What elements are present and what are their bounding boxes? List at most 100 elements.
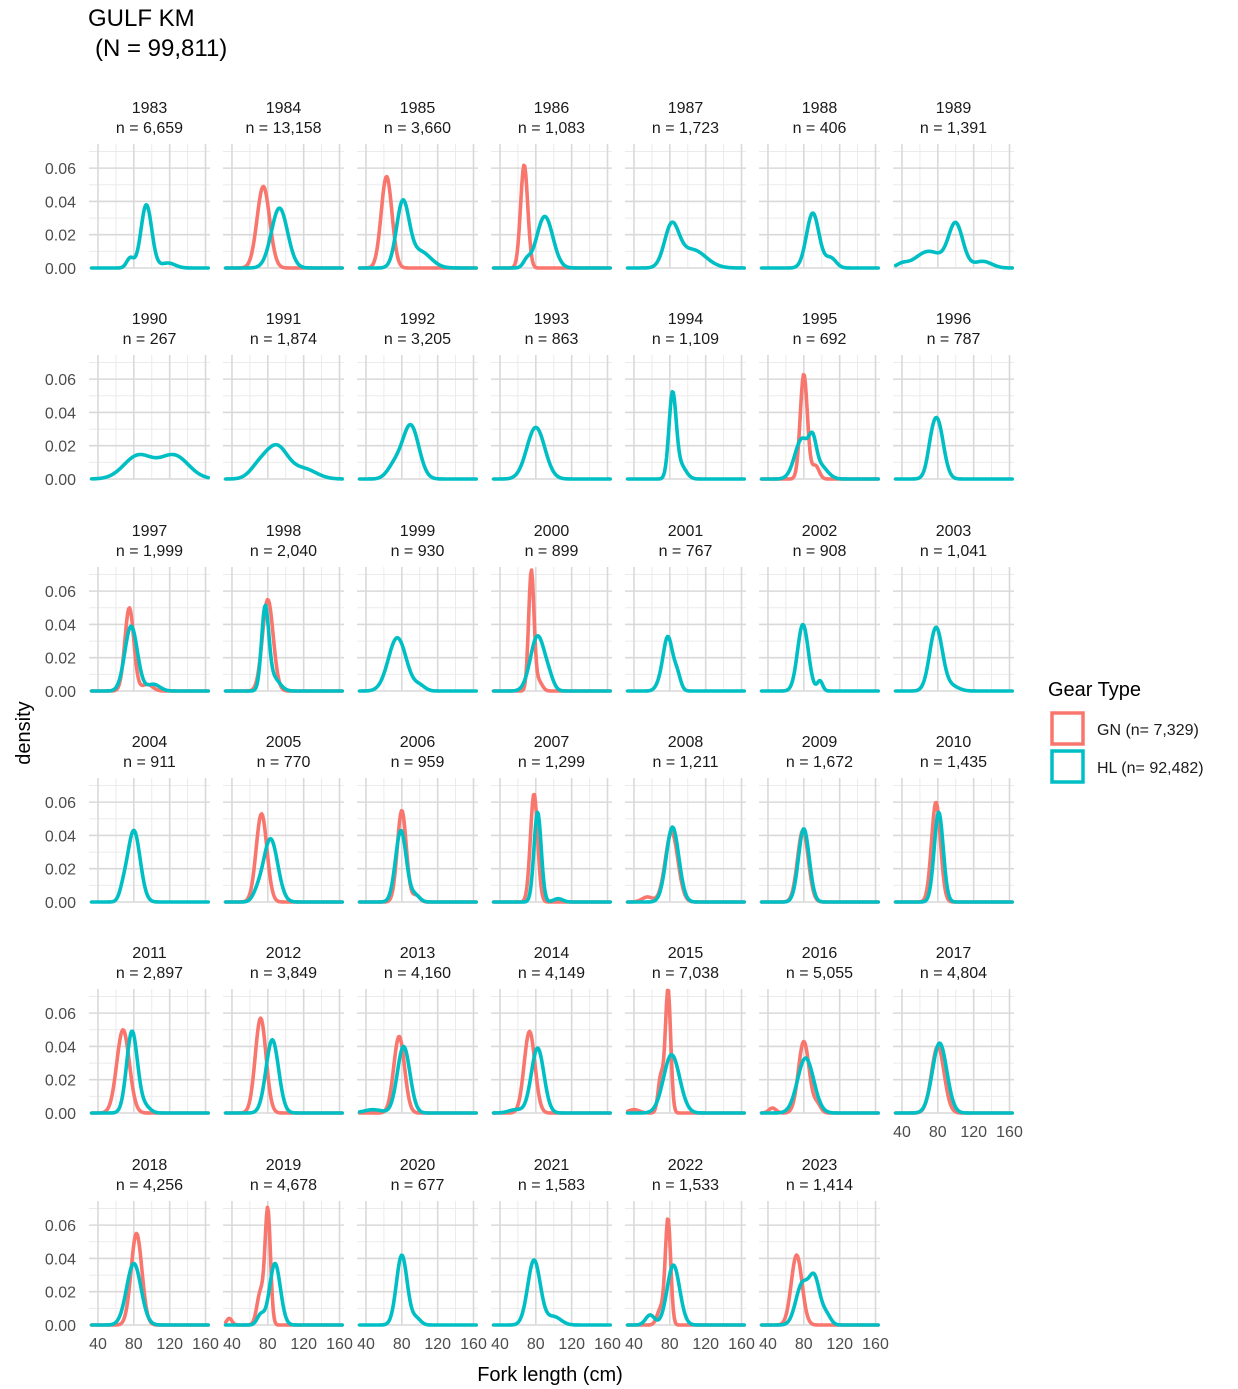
panel-grid (893, 144, 1014, 269)
panel-grid (759, 778, 880, 903)
density-line-hl-1990 (89, 452, 211, 481)
axis-labels: Fork length (cm) density (13, 701, 623, 1386)
facet-year-label: 2009 (802, 734, 838, 751)
panel-grid (223, 567, 344, 692)
facet-panel-1992: 1992 n = 3,205 (357, 311, 479, 481)
density-line-hl-2021 (491, 1258, 613, 1327)
facet-panel-2023: 2023 n = 1,414 40 80 120 160 (759, 1157, 889, 1353)
x-tick-label: 120 (692, 1336, 719, 1353)
density-line-gn-1986 (491, 163, 613, 270)
density-line-hl-2019 (223, 1261, 345, 1327)
facet-panel-1993: 1993 n = 863 (491, 311, 613, 481)
panel-grid (893, 989, 1014, 1114)
facet-year-label: 2003 (936, 523, 972, 540)
panel-grid (491, 989, 612, 1114)
y-tick-label: 0.02 (45, 1285, 76, 1302)
facet-panel-1997: 1997 n = 1,999 0.00 0.02 0.04 0.06 (45, 523, 211, 701)
facet-year-label: 2020 (400, 1157, 436, 1174)
x-tick-label: 40 (89, 1336, 107, 1353)
legend-key-hl (1050, 749, 1085, 784)
facet-n-label: n = 4,149 (518, 965, 585, 982)
density-line-hl-1994 (625, 389, 747, 481)
x-tick-label: 160 (192, 1336, 219, 1353)
facet-year-label: 1997 (132, 523, 168, 540)
panel-grid (89, 567, 210, 692)
facet-n-label: n = 677 (391, 1177, 445, 1194)
facet-n-label: n = 4,160 (384, 965, 451, 982)
facet-n-label: n = 1,874 (250, 331, 317, 348)
y-axis-title: density (13, 701, 35, 764)
density-line-hl-2018 (89, 1261, 211, 1327)
y-tick-label: 0.00 (45, 895, 76, 912)
facet-n-label: n = 692 (793, 331, 847, 348)
facet-n-label: n = 4,256 (116, 1177, 183, 1194)
facet-panel-1986: 1986 n = 1,083 (491, 100, 613, 270)
density-line-hl-1991 (223, 442, 345, 481)
facet-year-label: 2006 (400, 734, 436, 751)
density-line-gn-1984 (223, 184, 345, 270)
density-line-hl-1987 (625, 220, 747, 270)
facet-year-label: 1994 (668, 311, 704, 328)
density-line-hl-2002 (759, 622, 881, 693)
y-tick-label: 0.02 (45, 228, 76, 245)
x-tick-label: 160 (728, 1336, 755, 1353)
x-tick-label: 160 (996, 1124, 1023, 1141)
facet-year-label: 2011 (132, 945, 167, 962)
facet-year-label: 1987 (668, 100, 704, 117)
facet-year-label: 1993 (534, 311, 570, 328)
density-line-hl-1983 (89, 203, 211, 270)
facet-panel-2005: 2005 n = 770 (223, 734, 345, 904)
y-tick-label: 0.02 (45, 862, 76, 879)
facet-year-label: 1990 (132, 311, 168, 328)
y-tick-label: 0.06 (45, 1218, 76, 1235)
facet-year-label: 2010 (936, 734, 972, 751)
facet-panel-2015: 2015 n = 7,038 (625, 945, 747, 1115)
density-line-hl-1989 (893, 220, 1015, 270)
panel-grid (625, 778, 746, 903)
density-line-hl-2001 (625, 634, 747, 693)
density-line-hl-2014 (491, 1046, 613, 1115)
density-line-gn-1998 (223, 597, 345, 693)
panel-grid (357, 567, 478, 692)
facet-n-label: n = 1,435 (920, 754, 987, 771)
x-tick-label: 160 (326, 1336, 353, 1353)
facet-n-label: n = 959 (391, 754, 445, 771)
facet-n-label: n = 1,414 (786, 1177, 853, 1194)
y-tick-label: 0.06 (45, 1006, 76, 1023)
density-line-hl-1992 (357, 422, 479, 481)
facet-year-label: 2017 (936, 945, 972, 962)
facet-panel-2000: 2000 n = 899 (491, 523, 613, 693)
facet-n-label: n = 3,205 (384, 331, 451, 348)
density-line-hl-2012 (223, 1037, 345, 1115)
x-tick-label: 40 (223, 1336, 241, 1353)
facet-n-label: n = 1,533 (652, 1177, 719, 1194)
facet-n-label: n = 13,158 (245, 120, 321, 137)
density-line-hl-2010 (893, 810, 1015, 904)
facet-year-label: 1985 (400, 100, 436, 117)
density-line-hl-2006 (357, 828, 479, 904)
facet-year-label: 2013 (400, 945, 436, 962)
panel-grid (89, 1201, 210, 1326)
y-tick-label: 0.02 (45, 651, 76, 668)
facet-panel-1994: 1994 n = 1,109 (625, 311, 747, 481)
density-line-hl-1988 (759, 211, 881, 270)
chart-subtitle: (N = 99,811) (95, 35, 227, 62)
facet-panel-2020: 2020 n = 677 40 80 120 160 (357, 1157, 487, 1353)
facet-year-label: 2004 (132, 734, 168, 751)
panel-grid (89, 989, 210, 1114)
facet-n-label: n = 6,659 (116, 120, 183, 137)
facet-panel-2007: 2007 n = 1,299 (491, 734, 613, 904)
panel-grid (893, 355, 1014, 480)
facet-panel-1991: 1991 n = 1,874 (223, 311, 345, 481)
facet-year-label: 2018 (132, 1157, 168, 1174)
density-line-gn-2013 (357, 1034, 479, 1115)
facet-year-label: 2000 (534, 523, 570, 540)
panel-grid (625, 989, 746, 1114)
facet-n-label: n = 1,109 (652, 331, 719, 348)
x-tick-label: 160 (594, 1336, 621, 1353)
panel-grid (625, 355, 746, 480)
density-line-hl-1985 (357, 198, 479, 270)
facet-n-label: n = 1,723 (652, 120, 719, 137)
x-tick-label: 120 (156, 1336, 183, 1353)
facet-n-label: n = 406 (793, 120, 847, 137)
